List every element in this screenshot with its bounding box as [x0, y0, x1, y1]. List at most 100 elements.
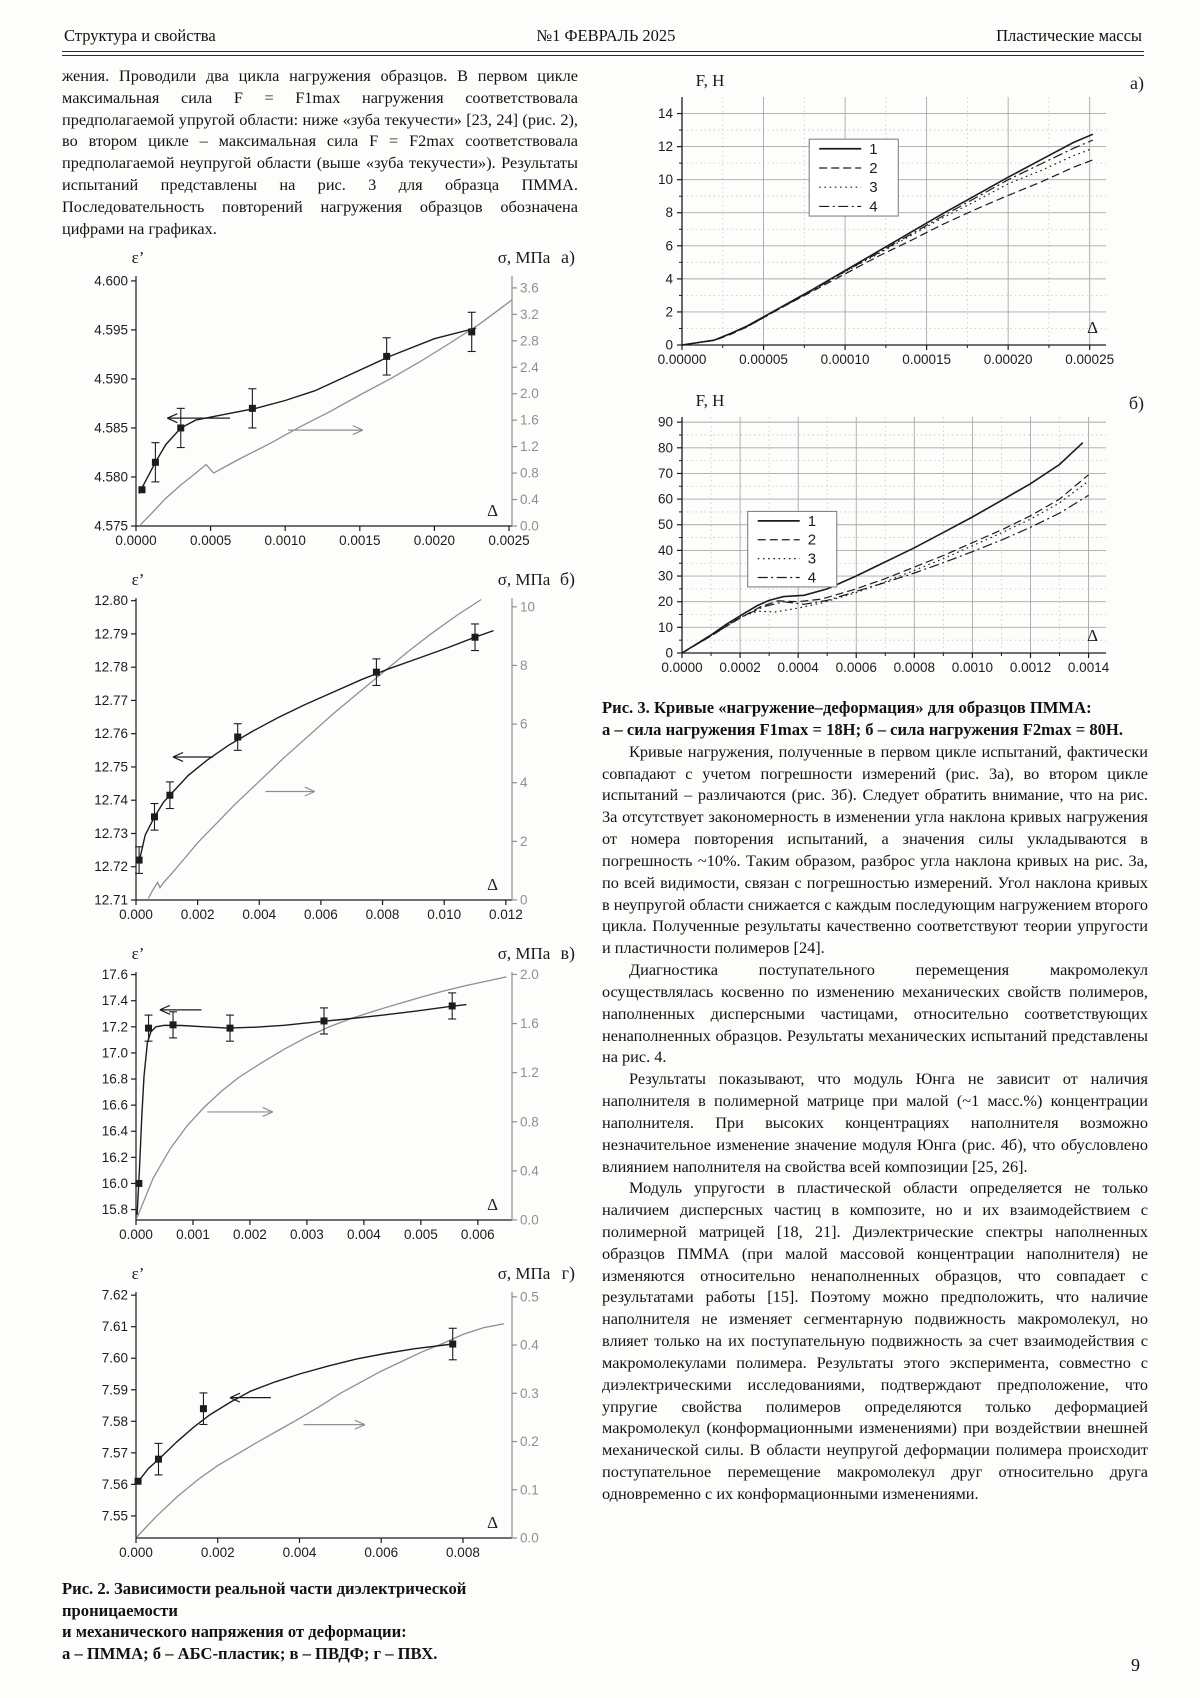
- svg-text:50: 50: [658, 517, 673, 532]
- svg-text:0.006: 0.006: [304, 907, 338, 922]
- svg-text:0.00025: 0.00025: [1065, 352, 1114, 367]
- svg-text:12.80: 12.80: [94, 593, 128, 608]
- svg-text:12.72: 12.72: [94, 859, 128, 874]
- svg-text:12.77: 12.77: [94, 693, 128, 708]
- fig2-caption-line1: Рис. 2. Зависимости реальной части диэле…: [62, 1578, 467, 1620]
- svg-text:0.00005: 0.00005: [739, 352, 788, 367]
- header-section: Структура и свойства: [64, 26, 216, 45]
- svg-text:0.008: 0.008: [366, 907, 400, 922]
- svg-text:0.3: 0.3: [520, 1385, 539, 1400]
- body-paragraph-3: Результаты показывают, что модуль Юнга н…: [602, 1069, 1148, 1176]
- svg-text:4: 4: [665, 271, 673, 286]
- svg-text:0.0: 0.0: [520, 1212, 539, 1227]
- svg-text:в): в): [561, 943, 576, 964]
- svg-text:Δ: Δ: [487, 1513, 498, 1532]
- svg-text:а): а): [1130, 73, 1144, 94]
- svg-text:4.575: 4.575: [94, 518, 128, 533]
- svg-text:1: 1: [869, 141, 877, 158]
- page-content: жения. Проводили два цикла нагружения об…: [62, 65, 1148, 1676]
- svg-text:40: 40: [658, 543, 673, 558]
- svg-text:1.2: 1.2: [520, 439, 539, 454]
- svg-text:σ, МПа: σ, МПа: [498, 944, 551, 963]
- svg-text:4.580: 4.580: [94, 469, 128, 484]
- svg-text:2: 2: [808, 532, 816, 549]
- svg-text:1.6: 1.6: [520, 412, 539, 427]
- svg-text:2: 2: [665, 304, 673, 319]
- svg-text:2.4: 2.4: [520, 359, 539, 374]
- svg-text:0.002: 0.002: [181, 907, 215, 922]
- svg-text:0.0020: 0.0020: [414, 533, 455, 548]
- svg-text:F, Н: F, Н: [696, 71, 725, 90]
- svg-text:7.62: 7.62: [102, 1287, 128, 1302]
- svg-text:20: 20: [658, 594, 673, 609]
- svg-text:0.0004: 0.0004: [778, 660, 820, 675]
- fig2-panel-a-wrap: 4.575 4.580 4.585 4.590 4.595 4.600 0.0 0.4 0.8 1…: [62, 242, 578, 562]
- svg-text:Δ: Δ: [487, 501, 498, 520]
- svg-text:8: 8: [520, 658, 528, 673]
- svg-text:12.78: 12.78: [94, 659, 128, 674]
- svg-text:б): б): [560, 569, 575, 590]
- svg-text:1.6: 1.6: [520, 1016, 539, 1031]
- svg-text:17.0: 17.0: [102, 1045, 128, 1060]
- svg-text:80: 80: [658, 440, 673, 455]
- svg-text:0: 0: [665, 646, 673, 661]
- fig2-caption-line2: и механического напряжения от деформации…: [62, 1622, 407, 1642]
- svg-text:0.012: 0.012: [489, 907, 523, 922]
- fig2-chart-v: 15.8 16.0 16.2 16.4 16.6 16.8 17.0 17.2 17.4 17.6…: [102, 943, 576, 1242]
- svg-text:0.0000: 0.0000: [115, 533, 156, 548]
- svg-text:0.002: 0.002: [201, 1545, 235, 1560]
- svg-text:0.0010: 0.0010: [952, 660, 993, 675]
- svg-text:10: 10: [520, 599, 535, 614]
- svg-text:1.2: 1.2: [520, 1065, 539, 1080]
- header-issue: №1 ФЕВРАЛЬ 2025: [536, 26, 676, 45]
- svg-text:7.56: 7.56: [102, 1477, 128, 1492]
- svg-text:σ, МПа: σ, МПа: [498, 570, 551, 589]
- svg-text:0.00000: 0.00000: [658, 352, 707, 367]
- svg-text:0.006: 0.006: [461, 1227, 495, 1242]
- body-paragraph-1: Кривые нагружения, полученные в первом ц…: [602, 741, 1148, 958]
- svg-text:0.8: 0.8: [520, 465, 539, 480]
- svg-text:0.2: 0.2: [520, 1434, 539, 1449]
- svg-text:0.00010: 0.00010: [821, 352, 870, 367]
- svg-text:0.00015: 0.00015: [902, 352, 951, 367]
- svg-text:0.0025: 0.0025: [488, 533, 529, 548]
- svg-text:4.600: 4.600: [94, 273, 128, 288]
- svg-text:12.76: 12.76: [94, 726, 128, 741]
- svg-text:10: 10: [658, 172, 673, 187]
- svg-text:σ, МПа: σ, МПа: [498, 1264, 551, 1283]
- svg-text:16.2: 16.2: [102, 1149, 128, 1164]
- svg-text:0.0005: 0.0005: [190, 533, 231, 548]
- fig2-chart-b: 12.71 12.72 12.73 12.74 12.75 12.76 12.77 12.78…: [94, 569, 575, 922]
- svg-text:0.000: 0.000: [119, 1545, 153, 1560]
- svg-text:4: 4: [520, 775, 528, 790]
- svg-text:ε’: ε’: [132, 570, 145, 589]
- svg-text:0.0002: 0.0002: [719, 660, 760, 675]
- svg-text:0.0012: 0.0012: [1010, 660, 1051, 675]
- svg-text:0.4: 0.4: [520, 1337, 539, 1352]
- header-rule: [62, 51, 1144, 56]
- svg-text:16.0: 16.0: [102, 1176, 128, 1191]
- svg-text:10: 10: [658, 620, 673, 635]
- svg-text:3: 3: [869, 179, 877, 196]
- svg-text:70: 70: [658, 466, 673, 481]
- svg-text:0.0000: 0.0000: [661, 660, 702, 675]
- svg-text:0.5: 0.5: [520, 1289, 539, 1304]
- fig2-panel-g-wrap: 7.55 7.56 7.57 7.58 7.59 7.60 7.61 7.62 0.0 0.1 0.…: [62, 1258, 578, 1574]
- svg-text:7.58: 7.58: [102, 1413, 128, 1428]
- fig3-panel-a-wrap: 0 2 4 6 8 10 12 14 0.00000 0.00005 0.00010 0.00015 0…: [602, 67, 1148, 385]
- fig2-panel-b-wrap: 12.71 12.72 12.73 12.74 12.75 12.76 12.77 12.78…: [62, 564, 578, 936]
- svg-text:0.004: 0.004: [347, 1227, 381, 1242]
- svg-text:90: 90: [658, 415, 673, 430]
- svg-text:0.005: 0.005: [404, 1227, 438, 1242]
- svg-text:12.79: 12.79: [94, 626, 128, 641]
- svg-text:0.4: 0.4: [520, 492, 539, 507]
- svg-text:12.75: 12.75: [94, 759, 128, 774]
- header-journal: Пластические массы: [996, 26, 1142, 45]
- svg-text:14: 14: [658, 106, 674, 121]
- svg-text:0.010: 0.010: [427, 907, 461, 922]
- svg-text:0.0: 0.0: [520, 1530, 539, 1545]
- svg-text:3.6: 3.6: [520, 280, 539, 295]
- svg-text:0.0010: 0.0010: [265, 533, 306, 548]
- svg-text:0.000: 0.000: [119, 907, 153, 922]
